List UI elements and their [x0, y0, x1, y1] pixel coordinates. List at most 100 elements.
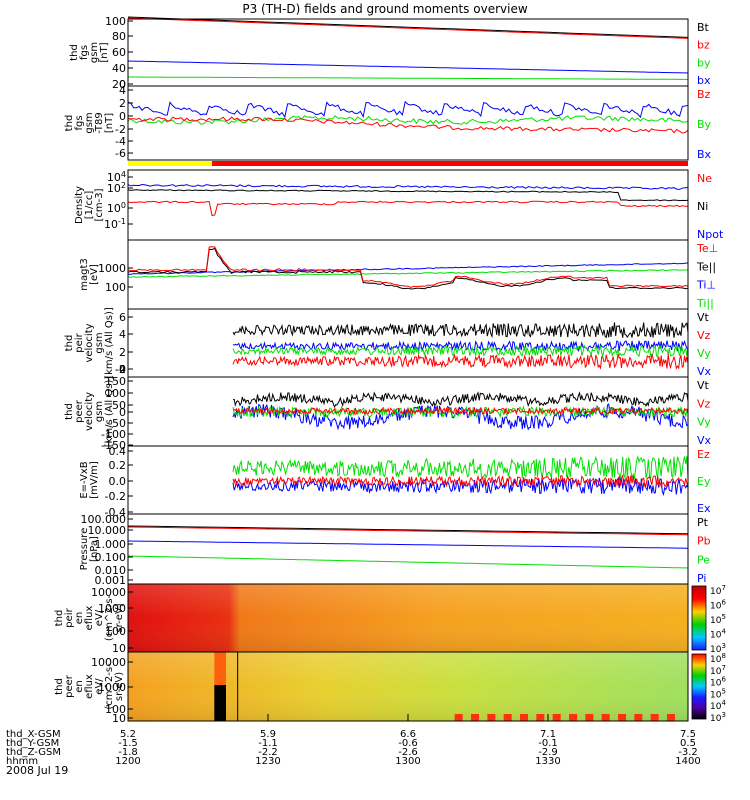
- y-axis-label: [nPa]: [89, 536, 100, 562]
- y-tick-label: 100.000: [81, 513, 127, 526]
- colorbar-tick-label: 107: [710, 584, 726, 597]
- trace-line: [127, 200, 689, 217]
- panel-frame: [127, 85, 689, 161]
- y-axis-label: peir: [74, 332, 85, 352]
- spectrogram-shading: [128, 584, 688, 652]
- y-axis-label: eV/: [94, 609, 105, 626]
- y-tick-label: -50: [108, 417, 126, 430]
- y-tick-label: 0: [119, 406, 126, 419]
- trace-line: [232, 339, 689, 353]
- x-row-value: 5.2: [120, 729, 136, 740]
- y-axis-label: [km/s (All Qs)]: [104, 376, 115, 448]
- y-tick-label: 60: [112, 46, 126, 59]
- colorbar-tick-label: 106: [710, 599, 726, 612]
- y-tick-label: 10000: [91, 586, 126, 599]
- spectrogram-hotspot: [601, 714, 610, 721]
- panel-4: 1000 100 magt3 [eV] Te⊥ Te|| Ti⊥ Ti||: [79, 239, 718, 310]
- legend-label: Vt: [697, 311, 710, 324]
- figure-title: P3 (TH-D) fields and ground moments over…: [242, 2, 527, 16]
- y-tick-label: -4: [115, 363, 126, 376]
- y-axis-label: fgs: [79, 45, 90, 60]
- legend-label: Pt: [697, 516, 709, 529]
- y-tick-label: -2: [115, 123, 126, 136]
- y-axis-label: thd: [64, 403, 75, 420]
- trace-line: [127, 114, 689, 126]
- legend-label: Npot: [697, 228, 724, 241]
- y-tick-label: -100: [101, 428, 126, 441]
- x-time-label: 1230: [255, 756, 280, 767]
- legend-label: Ne: [697, 172, 712, 185]
- y-tick-label: 20: [112, 78, 126, 91]
- y-axis-label: thd: [64, 115, 75, 132]
- colorbar-tick-label: 104: [710, 628, 726, 641]
- mode-bar: [128, 161, 688, 166]
- y-axis-label: peer: [64, 674, 75, 698]
- y-tick-label: 102: [107, 181, 126, 195]
- y-axis-label: eflux: [84, 674, 95, 699]
- legend-label: Vy: [697, 416, 711, 429]
- legend-label: Bz: [697, 88, 711, 101]
- legend-label: Ti||: [696, 297, 714, 310]
- x-row-value: -0.6: [398, 738, 418, 749]
- x-row-label: thd_X-GSM: [6, 729, 61, 740]
- y-axis-label: [1/cc]: [84, 191, 95, 220]
- trace-line: [232, 406, 689, 416]
- x-row-value: -1.1: [258, 738, 278, 749]
- y-axis-label: velocity: [84, 392, 95, 431]
- x-row-value: -1.5: [118, 738, 138, 749]
- legend-label: Vt: [697, 379, 710, 392]
- y-tick-label: 1000: [98, 262, 126, 275]
- y-tick-label: 10-1: [104, 217, 126, 231]
- y-tick-label: -4: [115, 135, 126, 148]
- trace-line: [127, 246, 689, 289]
- y-axis-label: gsm: [94, 401, 105, 422]
- x-row-label: thd_Y-GSM: [6, 738, 59, 749]
- y-tick-label: 10: [112, 712, 126, 725]
- y-tick-label: -150: [101, 439, 126, 452]
- y-tick-label: -6: [115, 147, 126, 160]
- x-row-value: 6.6: [400, 729, 416, 740]
- y-tick-label: 0.2: [109, 459, 127, 472]
- x-row-label: hhmm: [6, 756, 38, 767]
- legend-label: Pe: [697, 553, 710, 566]
- x-row-value: -0.1: [538, 738, 558, 749]
- trace-line: [232, 474, 689, 489]
- spectrogram-hotspot: [650, 714, 659, 721]
- legend-label: Ex: [697, 502, 711, 515]
- y-tick-label: 4: [119, 84, 126, 97]
- x-time-label: 1400: [675, 756, 700, 767]
- panel-2: 420-2-4-6 thd fgs gsm -T89 [nT] Bz By Bx: [64, 84, 712, 161]
- x-row-value: -2.6: [398, 747, 418, 758]
- panel-frame: [127, 513, 689, 585]
- colorbar-tick-label: 105: [710, 687, 726, 700]
- spectrogram-hotspot: [487, 714, 496, 721]
- y-tick-label: 40: [112, 62, 126, 75]
- y-tick-label: 4: [119, 328, 126, 341]
- legend-label: Vz: [697, 329, 711, 342]
- x-time-label: 1330: [535, 756, 560, 767]
- spectrogram-hotspot: [503, 714, 512, 721]
- y-axis-label: -T89: [94, 112, 105, 134]
- legend-label: Vy: [697, 347, 711, 360]
- y-axis-label: [nT]: [99, 42, 110, 62]
- y-tick-label: 0: [119, 110, 126, 123]
- spectrogram-gap: [214, 685, 226, 721]
- x-row-value: -3.2: [678, 747, 698, 758]
- y-axis-label: sr-eV): [114, 603, 125, 632]
- legend-label: by: [697, 56, 711, 69]
- y-tick-label: -0.4: [105, 506, 126, 519]
- spectrogram-hotspot: [536, 714, 545, 721]
- trace-line: [232, 322, 689, 339]
- trace-line: [127, 189, 689, 202]
- y-axis-label: [eV]: [89, 264, 100, 285]
- colorbar-tick-label: 108: [710, 652, 726, 665]
- x-row-value: 0.5: [680, 738, 696, 749]
- spectrogram-hotspot: [634, 714, 643, 721]
- colorbar-tick-label: 103: [710, 711, 726, 724]
- y-tick-label: 2: [119, 97, 126, 110]
- legend-label: Ti⊥: [696, 279, 716, 292]
- legend-label: Ni: [697, 200, 708, 213]
- y-tick-label: 2: [119, 346, 126, 359]
